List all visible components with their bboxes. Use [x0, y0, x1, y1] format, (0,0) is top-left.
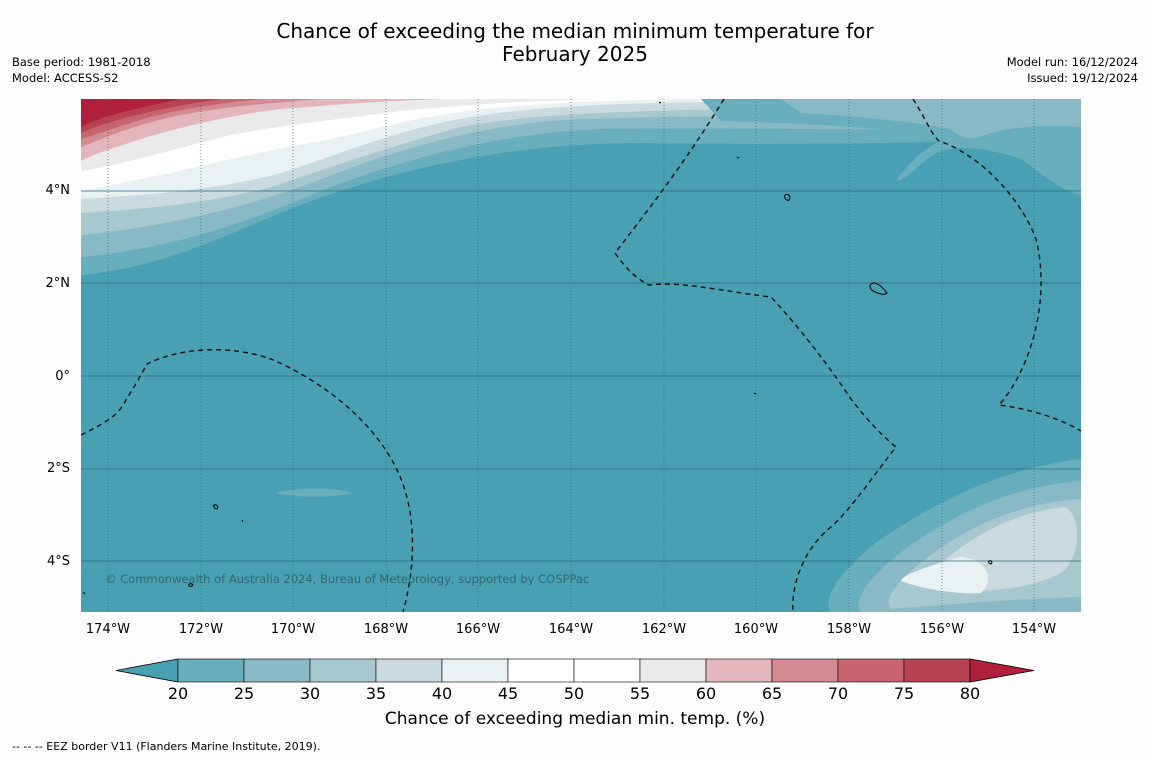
- colorbar-tick: 30: [299, 684, 321, 703]
- colorbar-cell: [639, 658, 707, 683]
- lon-label-160w: 160°W: [733, 622, 779, 637]
- colorbar-cell: [375, 658, 443, 683]
- lon-label-174w: 174°W: [85, 622, 131, 637]
- colorbar-tick: 65: [761, 684, 783, 703]
- lon-label-168w: 168°W: [363, 622, 409, 637]
- colorbar-cell: [771, 658, 839, 683]
- lat-label-2n: 2°N: [45, 276, 71, 291]
- chart-title-line-1: Chance of exceeding the median minimum t…: [276, 19, 874, 43]
- colorbar-tick: 60: [695, 684, 717, 703]
- lat-label-0: 0°: [55, 369, 70, 384]
- eez-borders: [81, 99, 1081, 612]
- model-run-text: Model run: 16/12/2024: [1006, 55, 1138, 69]
- colorbar-extend-low: [115, 658, 179, 683]
- colorbar-cell: [177, 658, 245, 683]
- eez-footnote: -- -- -- EEZ border V11 (Flanders Marine…: [12, 740, 321, 753]
- meta-right: Model run: 16/12/2024 Issued: 19/12/2024: [1007, 54, 1138, 86]
- colorbar-tick: 45: [497, 684, 519, 703]
- colorbar-cell: [507, 658, 575, 683]
- se-anomaly-contours: [828, 459, 1081, 612]
- nw-anomaly-contours: [81, 99, 1081, 275]
- lon-label-158w: 158°W: [826, 622, 872, 637]
- colorbar-cell: [441, 658, 509, 683]
- lon-label-156w: 156°W: [919, 622, 965, 637]
- lat-label-4s: 4°S: [46, 554, 70, 569]
- forecast-map: [81, 99, 1081, 612]
- model-text: Model: ACCESS-S2: [12, 71, 119, 85]
- colorbar-cell: [903, 658, 971, 683]
- lon-label-166w: 166°W: [455, 622, 501, 637]
- colorbar-cell: [573, 658, 641, 683]
- colorbar-tick: 55: [629, 684, 651, 703]
- colorbar-cell: [705, 658, 773, 683]
- lon-label-154w: 154°W: [1011, 622, 1057, 637]
- copyright-text: © Commonwealth of Australia 2024, Bureau…: [105, 572, 590, 586]
- colorbar-cell: [837, 658, 905, 683]
- eez-border-east: [912, 99, 1081, 432]
- lon-label-170w: 170°W: [270, 622, 316, 637]
- meta-left: Base period: 1981-2018 Model: ACCESS-S2: [12, 54, 151, 86]
- lon-label-172w: 172°W: [178, 622, 224, 637]
- lat-label-4n: 4°N: [45, 183, 71, 198]
- lon-label-164w: 164°W: [548, 622, 594, 637]
- islands: [82, 101, 993, 595]
- colorbar-cell: [243, 658, 311, 683]
- colorbar: [115, 658, 1035, 683]
- ne-anomaly-contours: [701, 99, 1081, 195]
- lat-label-2s: 2°S: [46, 461, 70, 476]
- colorbar-tick: 40: [431, 684, 453, 703]
- colorbar-tick: 35: [365, 684, 387, 703]
- colorbar-tick: 80: [959, 684, 981, 703]
- issued-text: Issued: 19/12/2024: [1027, 71, 1138, 85]
- graticule: [81, 99, 1081, 612]
- lon-label-162w: 162°W: [641, 622, 687, 637]
- colorbar-tick: 75: [893, 684, 915, 703]
- colorbar-tick: 25: [233, 684, 255, 703]
- small-patch: [276, 488, 353, 497]
- colorbar-label: Chance of exceeding median min. temp. (%…: [384, 709, 766, 729]
- chart-title-line-2: February 2025: [502, 42, 648, 66]
- colorbar-extend-high: [969, 658, 1035, 683]
- eez-border-west: [81, 349, 414, 612]
- base-period-text: Base period: 1981-2018: [12, 55, 151, 69]
- eez-border-central: [614, 99, 897, 612]
- colorbar-cell: [309, 658, 377, 683]
- colorbar-tick: 50: [563, 684, 585, 703]
- colorbar-tick: 20: [167, 684, 189, 703]
- colorbar-tick: 70: [827, 684, 849, 703]
